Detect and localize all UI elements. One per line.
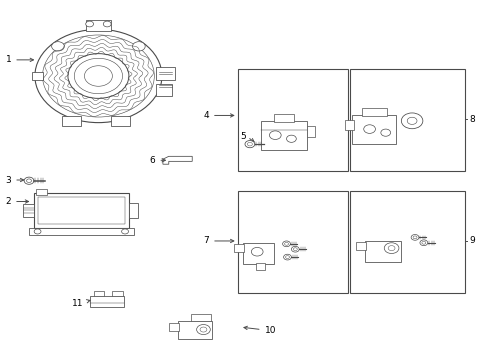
Circle shape [285,242,289,245]
Polygon shape [163,156,192,164]
Circle shape [407,117,417,125]
Bar [169,323,179,330]
Bar [352,116,396,144]
Bar [90,296,124,307]
Text: 7: 7 [203,237,234,246]
Bar [256,263,265,270]
Circle shape [284,254,292,260]
Circle shape [413,236,417,239]
Bar [243,243,274,264]
Bar [34,193,129,228]
Bar [307,126,316,137]
Text: 10: 10 [244,326,276,335]
Bar [191,314,211,320]
Circle shape [294,248,297,251]
Bar [362,108,387,116]
Bar [238,69,347,171]
Text: 9: 9 [470,237,475,246]
Bar [156,67,174,80]
Text: 2: 2 [5,197,28,206]
Circle shape [286,256,290,258]
Bar [177,320,212,338]
Circle shape [35,30,162,123]
Bar [129,203,138,218]
Circle shape [24,177,34,184]
Bar [23,204,34,217]
Text: 6: 6 [150,156,166,165]
Bar [36,189,47,194]
Circle shape [51,42,64,51]
Bar [62,116,81,126]
Bar [261,121,307,149]
Bar [365,241,401,262]
Circle shape [401,113,423,129]
Circle shape [270,131,281,139]
Circle shape [283,241,291,247]
Circle shape [381,129,391,136]
Bar [350,191,465,293]
Bar [38,197,125,224]
Circle shape [388,246,395,251]
Circle shape [245,140,255,148]
Bar [29,228,134,235]
Circle shape [420,240,428,246]
Bar [112,291,123,296]
Circle shape [103,21,111,27]
Circle shape [132,42,145,51]
Bar [94,291,104,296]
Circle shape [74,58,122,94]
Bar [86,21,111,31]
Bar [32,72,43,80]
Bar [238,191,347,293]
Bar [111,116,130,126]
Circle shape [200,327,207,332]
Bar [350,69,465,171]
Circle shape [84,66,112,86]
Text: 3: 3 [5,176,24,185]
Bar [274,114,294,122]
Circle shape [422,241,426,244]
Circle shape [287,135,296,142]
Circle shape [251,247,263,256]
Circle shape [34,229,41,234]
Circle shape [122,229,128,234]
Bar [345,120,354,130]
Circle shape [68,54,129,98]
Circle shape [247,142,252,146]
Text: 8: 8 [470,114,475,123]
Bar [356,242,366,250]
Circle shape [196,324,210,334]
Circle shape [364,125,375,134]
Circle shape [411,234,419,240]
Text: 1: 1 [5,55,33,64]
Bar [156,84,172,96]
Circle shape [292,246,299,252]
Circle shape [86,21,94,27]
Circle shape [26,179,31,183]
Bar [234,244,244,252]
Circle shape [384,243,399,253]
Text: 5: 5 [240,132,246,141]
Text: 4: 4 [203,111,234,120]
Text: 11: 11 [72,299,90,308]
